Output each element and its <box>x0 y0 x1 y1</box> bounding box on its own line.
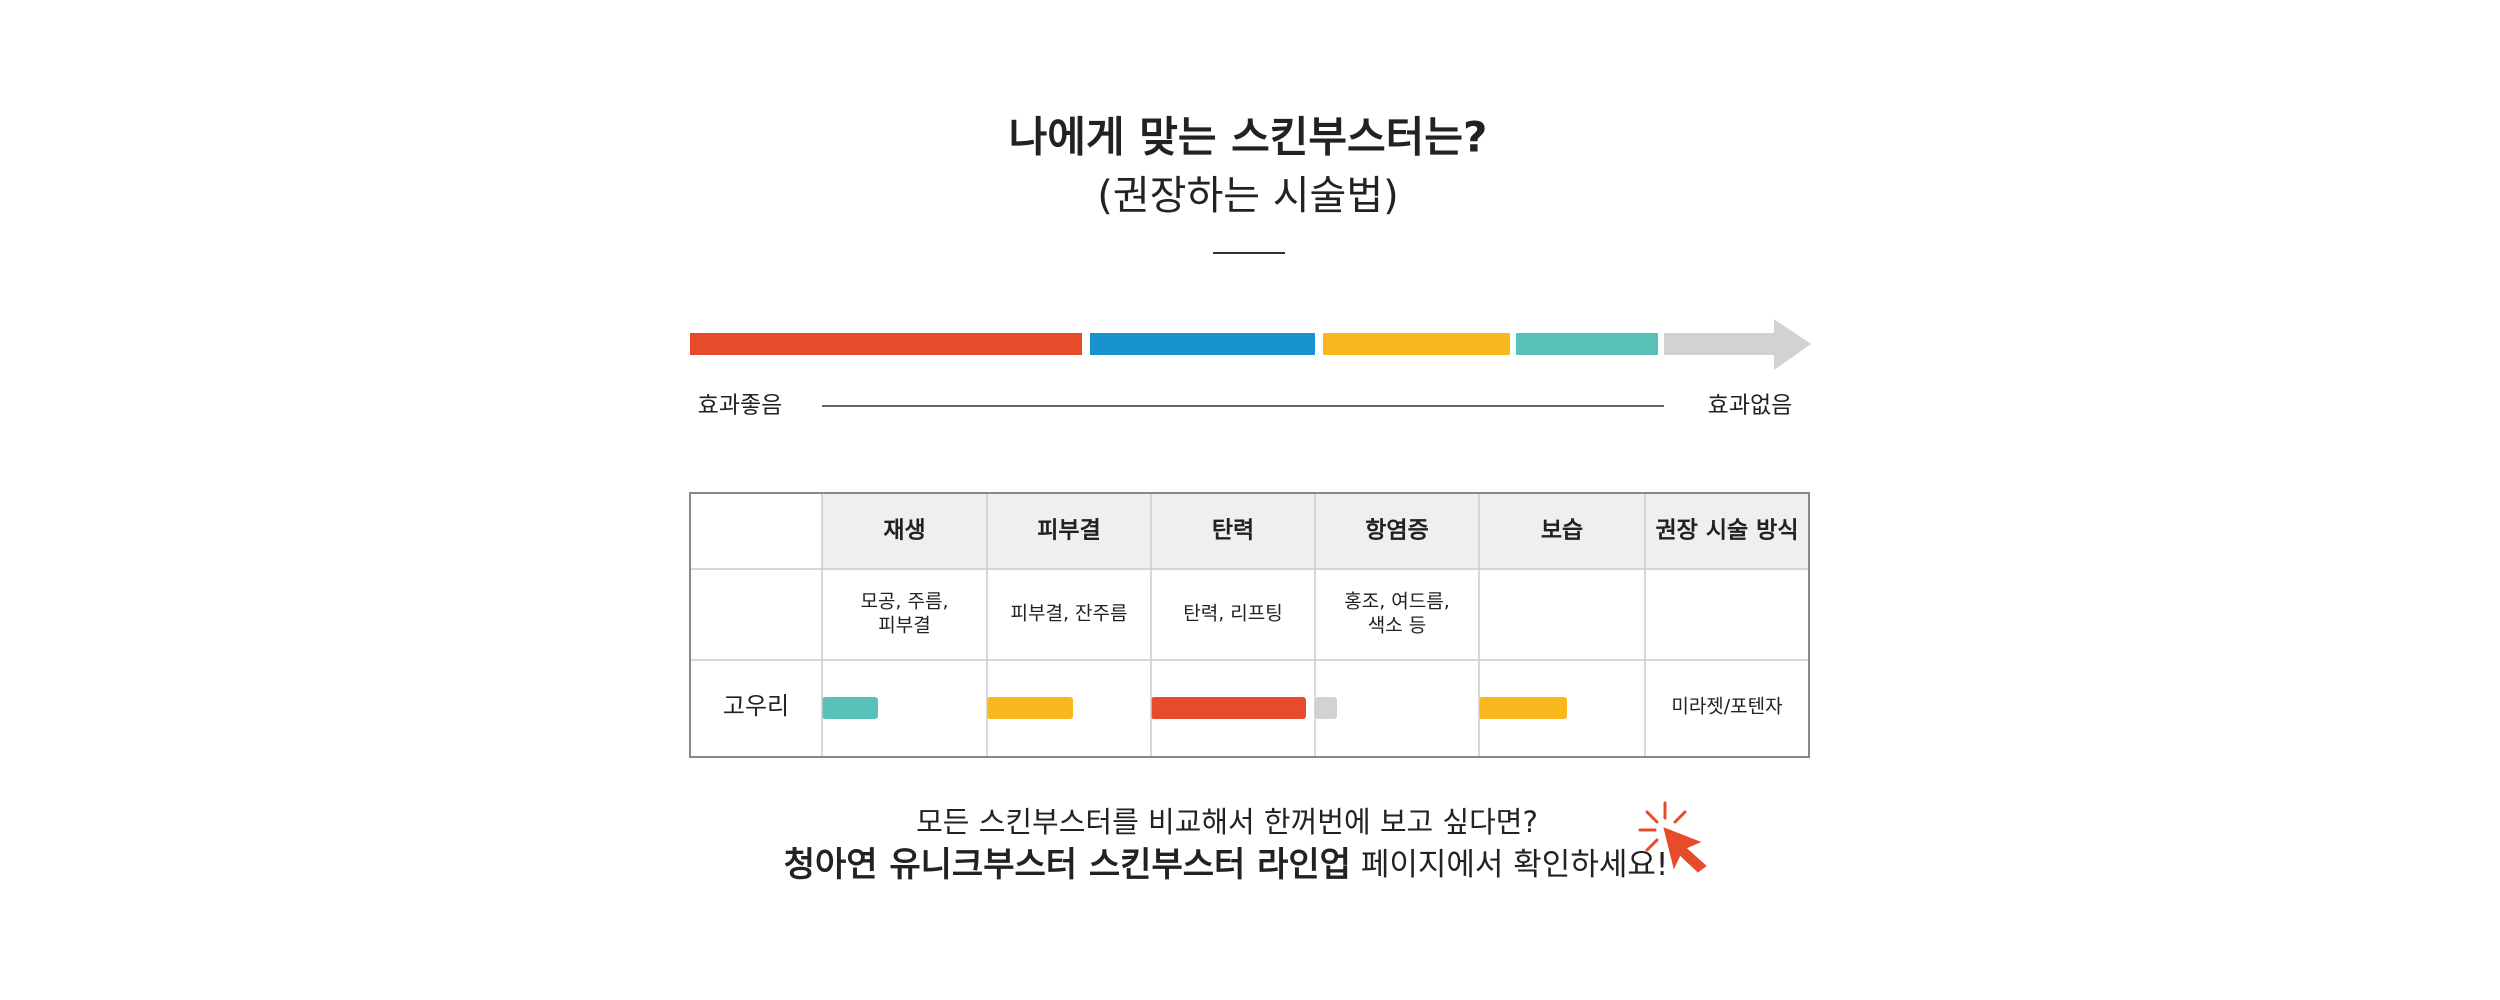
scale-segment <box>1090 333 1315 355</box>
header-cell: 권장 시술 방식 <box>1656 518 1799 544</box>
description-cell: 색소 등 <box>1368 615 1426 637</box>
row-name: 고우리 <box>723 692 789 720</box>
level-bar <box>1151 697 1306 719</box>
scale-arrow <box>1664 319 1811 370</box>
scale-left-label: 효과좋음 <box>698 393 783 419</box>
header-cell: 탄력 <box>1212 518 1254 544</box>
cursor-icon <box>1638 801 1707 873</box>
header-cell: 항염증 <box>1365 518 1428 544</box>
level-bar <box>1479 697 1567 719</box>
description-cell: 모공, 주름, <box>860 591 948 613</box>
footer-line2: 청아연 유니크부스터 스킨부스터 라인업 페이지에서 확인하세요! <box>784 845 1669 885</box>
table-border <box>689 492 1810 758</box>
description-cell: 피부결, 잔주름 <box>1011 603 1128 625</box>
header-cell: 재생 <box>883 518 925 544</box>
scale-bar <box>690 319 1811 370</box>
description-cell: 탄력, 리프팅 <box>1183 603 1282 625</box>
scale-segment <box>1323 333 1510 355</box>
description-cell: 홍조, 여드름, <box>1344 591 1450 613</box>
title: 나에게 맞는 스킨부스터는? <box>1009 113 1488 162</box>
header-cell: 피부결 <box>1037 518 1100 544</box>
level-bar <box>822 697 878 719</box>
scale-segment <box>690 333 1082 355</box>
description-cell: 피부결 <box>878 615 930 637</box>
footer-rest: 페이지에서 확인하세요! <box>1361 847 1668 883</box>
subtitle: (권장하는 시술법) <box>1097 173 1399 219</box>
method-cell: 미라젯/포텐자 <box>1671 696 1782 718</box>
scale-segment <box>1516 333 1658 355</box>
scale-right-label: 효과없음 <box>1708 393 1793 419</box>
level-bar <box>1315 697 1337 719</box>
footer-highlight: 청아연 유니크부스터 스킨부스터 라인업 <box>784 845 1351 885</box>
footer-line1: 모든 스킨부스터를 비교해서 한꺼번에 보고 싶다면? <box>916 805 1538 839</box>
level-bar <box>987 697 1073 719</box>
header-cell: 보습 <box>1541 518 1583 544</box>
